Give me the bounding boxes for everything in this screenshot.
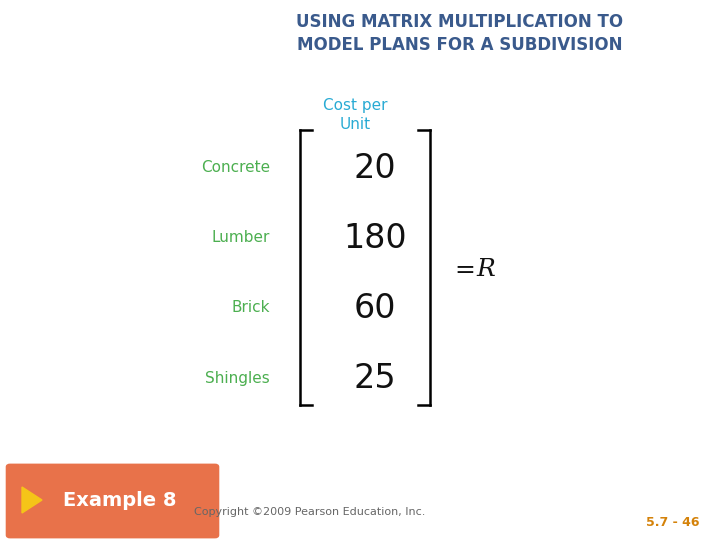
Text: =: =	[455, 258, 484, 282]
Text: 20: 20	[354, 152, 396, 185]
Text: Brick: Brick	[232, 300, 270, 315]
Text: Cost per
Unit: Cost per Unit	[323, 98, 387, 132]
Text: Lumber: Lumber	[212, 231, 270, 246]
Text: USING MATRIX MULTIPLICATION TO: USING MATRIX MULTIPLICATION TO	[297, 13, 624, 31]
Text: 60: 60	[354, 292, 396, 325]
Text: Copyright ©2009 Pearson Education, Inc.: Copyright ©2009 Pearson Education, Inc.	[194, 507, 426, 517]
Text: 25: 25	[354, 361, 396, 395]
Text: MODEL PLANS FOR A SUBDIVISION: MODEL PLANS FOR A SUBDIVISION	[297, 36, 623, 54]
Text: 5.7 - 46: 5.7 - 46	[647, 516, 700, 529]
Text: Example 8: Example 8	[63, 490, 176, 510]
Text: 180: 180	[343, 221, 407, 254]
Text: Shingles: Shingles	[205, 370, 270, 386]
Text: R: R	[476, 259, 495, 281]
Text: Concrete: Concrete	[201, 160, 270, 176]
